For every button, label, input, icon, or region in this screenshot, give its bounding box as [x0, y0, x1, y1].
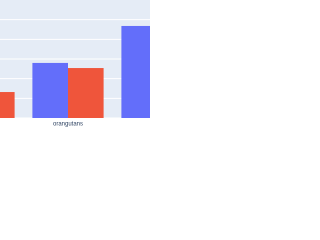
chart: orangutans: [0, 0, 150, 128]
bar: [32, 62, 68, 118]
bar: [68, 68, 104, 118]
page: orangutans (() => { const data = JSON.pa…: [0, 0, 150, 128]
bar: [121, 25, 150, 118]
bar: [0, 92, 15, 118]
x-tick-label: orangutans: [53, 122, 83, 128]
